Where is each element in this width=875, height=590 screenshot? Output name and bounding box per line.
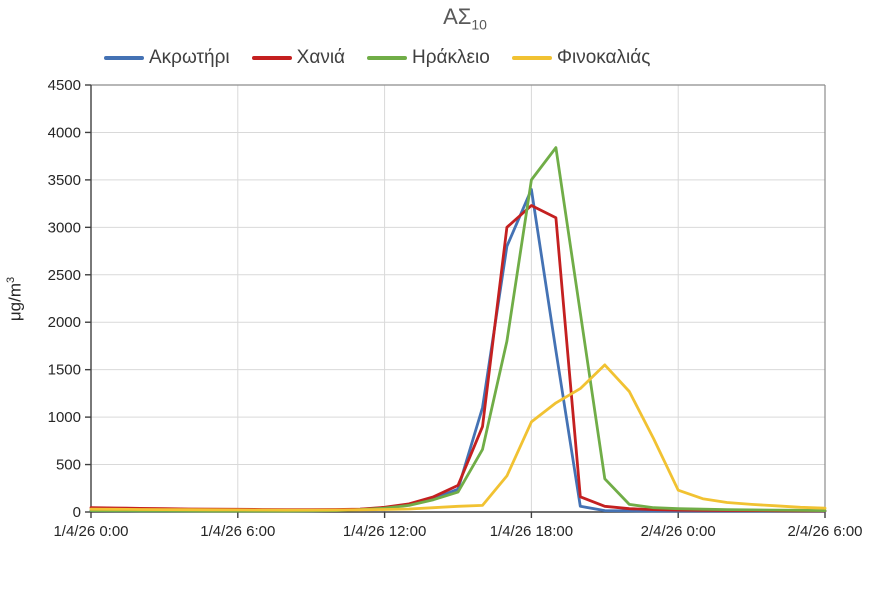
legend-line-marker-irakleio [367, 55, 408, 61]
y-tick-label: 1500 [48, 362, 81, 379]
legend-item-irakleio: Ηράκλειο [367, 47, 490, 69]
legend-item-akrotiri: Ακρωτήρι [104, 47, 230, 69]
chart-title-subscript: 10 [471, 16, 487, 33]
legend-item-finokalias: Φινοκαλιάς [511, 47, 651, 69]
legend-line-marker-finokalias [511, 55, 552, 61]
x-tick-label: 2/4/26 0:00 [641, 523, 716, 540]
y-tick-label: 3500 [48, 172, 81, 189]
y-axis-title: μg/m3 [5, 267, 27, 331]
y-tick-label: 2500 [48, 267, 81, 284]
legend-label: Ακρωτήρι [149, 47, 230, 68]
x-tick-label: 1/4/26 6:00 [200, 523, 275, 540]
y-axis-title-text: μg/m [5, 283, 25, 322]
y-tick-label: 500 [56, 457, 81, 474]
y-tick-label: 4000 [48, 124, 81, 141]
y-tick-label: 0 [73, 504, 81, 521]
legend-label: Ηράκλειο [412, 47, 490, 68]
series-line-Ηράκλειο [89, 146, 827, 513]
legend-label: Φινοκαλιάς [556, 47, 651, 68]
legend: Ακρωτήρι Χανιά Ηράκλειο Φινοκαλιάς [104, 47, 650, 69]
chart-title: ΑΣ10 [95, 4, 835, 32]
series-line-Φινοκαλιάς [89, 363, 827, 512]
legend-item-chania: Χανιά [251, 47, 346, 69]
legend-label: Χανιά [296, 47, 346, 68]
x-tick-label: 1/4/26 12:00 [343, 523, 426, 540]
series-line-Χανιά [89, 204, 827, 513]
legend-line-marker-akrotiri [104, 55, 144, 61]
legend-line-marker-chania [251, 55, 292, 61]
y-tick-label: 3000 [48, 219, 81, 236]
y-tick-label: 4500 [48, 77, 81, 94]
series-line-Ακρωτήρι [89, 187, 827, 513]
y-tick-label: 1000 [48, 409, 81, 426]
x-tick-label: 1/4/26 0:00 [53, 523, 128, 540]
chart-title-main: ΑΣ [443, 4, 472, 29]
y-tick-label: 2000 [48, 314, 81, 331]
x-tick-label: 1/4/26 18:00 [490, 523, 573, 540]
x-tick-label: 2/4/26 6:00 [787, 523, 862, 540]
y-axis-title-superscript: 3 [5, 276, 17, 283]
